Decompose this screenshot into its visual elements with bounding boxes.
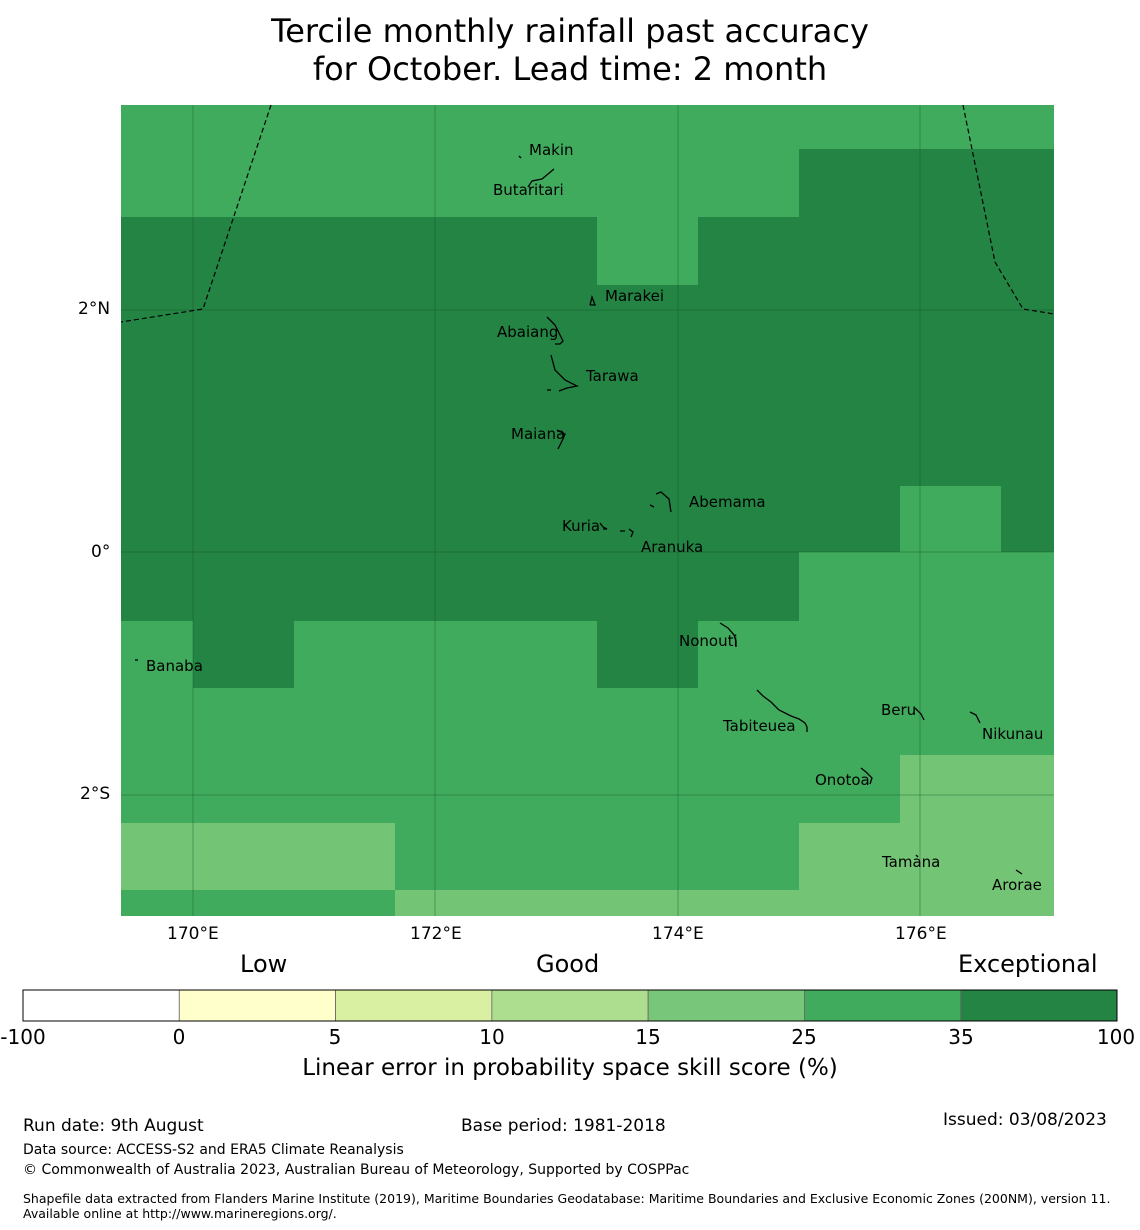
grid-cell [900, 755, 1054, 916]
island-shape-makin [518, 155, 522, 159]
grid-cell [799, 823, 900, 916]
colorbar-tick: 35 [948, 1025, 974, 1049]
grid-cell [698, 217, 1054, 285]
island-label-abaiang: Abaiang [497, 323, 559, 341]
lat-tick-2s: 2°S [80, 784, 111, 804]
colorbar-tick: 0 [172, 1025, 186, 1049]
island-shape-nikunau [969, 711, 981, 724]
island-label-abemama: Abemama [689, 493, 766, 511]
island-label-arorae: Arorae [992, 876, 1042, 894]
island-label-tabiteuea: Tabiteuea [723, 717, 796, 735]
island-shape-butaritari [527, 168, 555, 188]
grid-cell [121, 823, 395, 890]
eez-boundaries [120, 104, 1055, 323]
colorbar-tick: -100 [0, 1025, 46, 1049]
run-date: Run date: 9th August [23, 1116, 204, 1136]
issued-date: Issued: 03/08/2023 [943, 1110, 1107, 1130]
grid-cell [395, 890, 799, 916]
island-label-maiana: Maiana [511, 425, 566, 443]
island-label-banaba: Banaba [146, 657, 203, 675]
island-shape-arorae [1015, 869, 1023, 875]
colorbar-tick: 25 [791, 1025, 817, 1049]
grid-cell [799, 149, 1054, 217]
colorbar-bin [804, 989, 962, 1022]
colorbar-bin [491, 989, 649, 1022]
grid-cell [121, 552, 799, 621]
island-shape-nonouti [719, 622, 737, 647]
colorbar-outline [22, 989, 1118, 1022]
colorbar-bin [178, 989, 336, 1022]
base-period: Base period: 1981-2018 [461, 1116, 666, 1136]
title-line-2: for October. Lead time: 2 month [312, 50, 828, 88]
island-shape-marakei [589, 294, 596, 306]
island-label-aranuka: Aranuka [641, 538, 704, 556]
grid-cell [121, 285, 1054, 486]
island-shape-tabiteuea [756, 689, 808, 732]
island-shape-tarawa [550, 354, 579, 392]
graticule [121, 105, 1054, 916]
colorbar-bin [22, 989, 180, 1022]
shapefile-credit: Shapefile data extracted from Flanders M… [23, 1191, 1111, 1221]
island-shape-maiana [556, 429, 566, 450]
eez-boundary-east [962, 104, 1055, 315]
grid-cell [1001, 486, 1054, 552]
lon-tick-172: 172°E [410, 924, 462, 944]
island-shape-kuria [599, 522, 608, 530]
island-label-marakei: Marakei [605, 287, 665, 305]
colorbar-bin [335, 989, 493, 1022]
island-label-nikunau: Nikunau [982, 725, 1044, 743]
colorbar-bin [647, 989, 805, 1022]
colorbar-title: Linear error in probability space skill … [302, 1055, 838, 1081]
island-label-beru: Beru [881, 701, 917, 719]
grid-cell [597, 621, 698, 688]
island-label-onotoa: Onotoa [815, 771, 870, 789]
island-shape-onotoa [860, 767, 873, 785]
island-shape-beru [914, 707, 925, 721]
copyright: © Commonwealth of Australia 2023, Austra… [23, 1162, 690, 1178]
colorbar-tick: 100 [1096, 1025, 1136, 1049]
island-label-butaritari: Butaritari [493, 181, 564, 199]
island-label-makin: Makin [529, 141, 574, 159]
lon-tick-174: 174°E [652, 924, 704, 944]
colorbar-bin [960, 989, 1118, 1022]
category-good: Good [536, 950, 600, 978]
island-shape-tamana [915, 854, 919, 858]
category-low: Low [240, 950, 288, 978]
grid-cell [121, 486, 900, 552]
lat-tick-0: 0° [91, 542, 111, 562]
island-outlines [135, 155, 1023, 875]
title-line-1: Tercile monthly rainfall past accuracy [271, 12, 869, 50]
colorbar [22, 989, 1118, 1022]
category-exceptional: Exceptional [958, 950, 1098, 978]
island-label-tarawa: Tarawa [586, 367, 639, 385]
island-label-kuria: Kuria [562, 517, 601, 535]
island-label-tamana: Tamana [882, 853, 941, 871]
lat-tick-2n: 2°N [78, 299, 111, 319]
island-shape-abemama [649, 491, 672, 513]
data-source: Data source: ACCESS-S2 and ERA5 Climate … [23, 1142, 404, 1158]
grid-cell [121, 217, 597, 285]
colorbar-tick: 15 [635, 1025, 661, 1049]
island-label-nonouti: Nonouti [679, 632, 738, 650]
lon-tick-176: 176°E [895, 924, 947, 944]
colorbar-tick: 10 [479, 1025, 505, 1049]
colorbar-tick: 5 [328, 1025, 342, 1049]
island-shape-aranuka [620, 528, 634, 538]
island-shape-abaiang [546, 316, 564, 345]
lon-tick-170: 170°E [167, 924, 219, 944]
skill-grid [121, 105, 1054, 916]
grid-cell [193, 621, 294, 688]
